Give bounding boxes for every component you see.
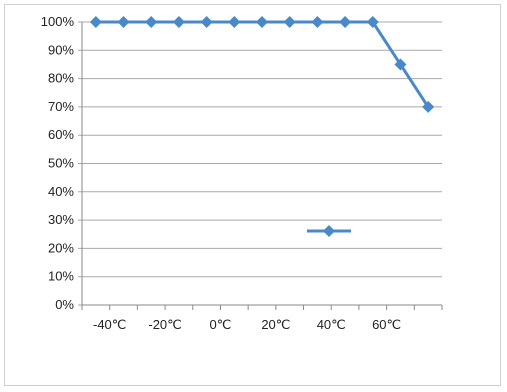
y-tick-label: 0%	[55, 297, 74, 312]
x-tick-label: -20℃	[148, 317, 181, 332]
x-tick-labels: -40℃ -20℃ 0℃ 20℃ 40℃ 60℃	[93, 317, 401, 332]
data-point-marker	[394, 58, 407, 71]
legend	[307, 225, 351, 237]
data-point-marker	[422, 100, 435, 113]
y-tick-label: 100%	[41, 14, 75, 29]
data-point-marker	[339, 16, 352, 28]
series-layer	[89, 16, 435, 113]
y-tick-label: 10%	[48, 269, 74, 284]
x-tick-label: -40℃	[93, 317, 126, 332]
y-tick-label: 30%	[48, 212, 74, 227]
y-tick-label: 60%	[48, 127, 74, 142]
data-point-marker	[172, 16, 185, 28]
x-tick-label: 0℃	[210, 317, 232, 332]
data-point-marker	[117, 16, 130, 28]
x-tick-label: 40℃	[317, 317, 346, 332]
x-tick-label: 20℃	[261, 317, 290, 332]
data-point-marker	[145, 16, 158, 28]
y-tick-label: 20%	[48, 240, 74, 255]
chart-frame	[4, 4, 501, 386]
data-point-marker	[89, 16, 102, 28]
data-point-marker	[366, 16, 379, 28]
data-point-marker	[283, 16, 296, 28]
data-point-marker	[256, 16, 268, 28]
axes	[81, 22, 443, 310]
grid-lines	[78, 21, 442, 306]
data-point-marker	[311, 16, 324, 28]
y-tick-label: 80%	[48, 71, 74, 86]
data-point-marker	[200, 16, 213, 28]
y-tick-label: 40%	[48, 184, 74, 199]
legend-key-marker	[323, 225, 335, 237]
y-tick-labels: 0% 10% 20% 30% 40% 50% 60% 70% 80% 90% 100%	[41, 14, 75, 312]
y-tick-label: 90%	[48, 42, 74, 57]
data-point-marker	[228, 16, 241, 28]
series-line	[95, 20, 430, 108]
y-tick-label: 50%	[48, 156, 74, 171]
y-tick-label: 70%	[48, 99, 74, 114]
x-tick-label: 60℃	[372, 317, 401, 332]
